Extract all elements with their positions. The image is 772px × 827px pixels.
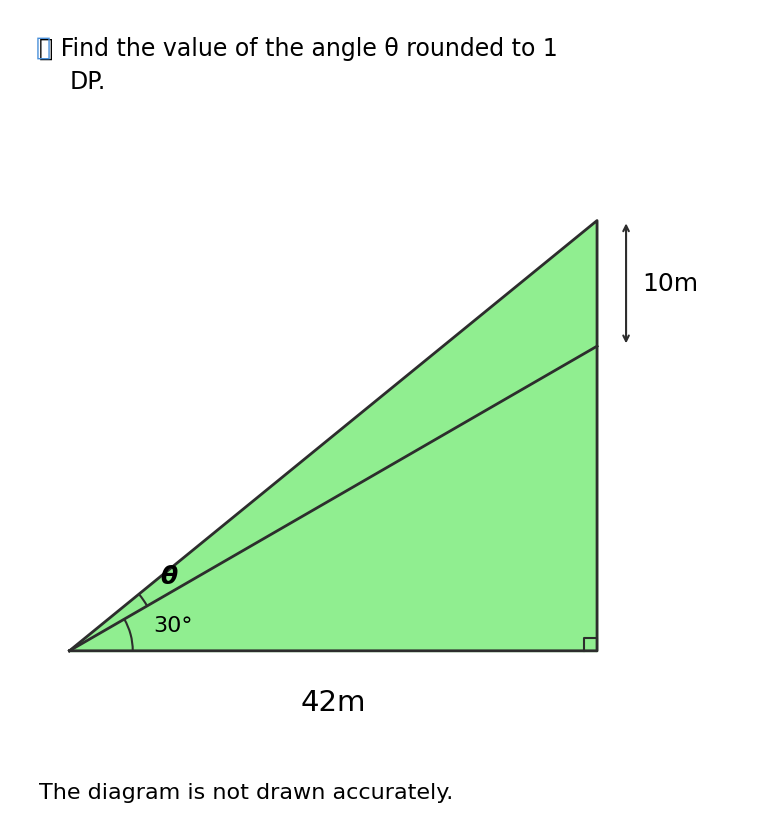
- Text: θ: θ: [161, 564, 178, 588]
- Text: ⓘ: ⓘ: [36, 36, 50, 60]
- Text: 42m: 42m: [300, 688, 366, 716]
- Text: DP.: DP.: [69, 70, 106, 94]
- Text: The diagram is not drawn accurately.: The diagram is not drawn accurately.: [39, 782, 453, 802]
- Text: 10m: 10m: [642, 272, 698, 296]
- Text: ⓘ Find the value of the angle θ rounded to 1: ⓘ Find the value of the angle θ rounded …: [39, 37, 557, 61]
- Text: 30°: 30°: [154, 615, 193, 635]
- Polygon shape: [69, 222, 597, 651]
